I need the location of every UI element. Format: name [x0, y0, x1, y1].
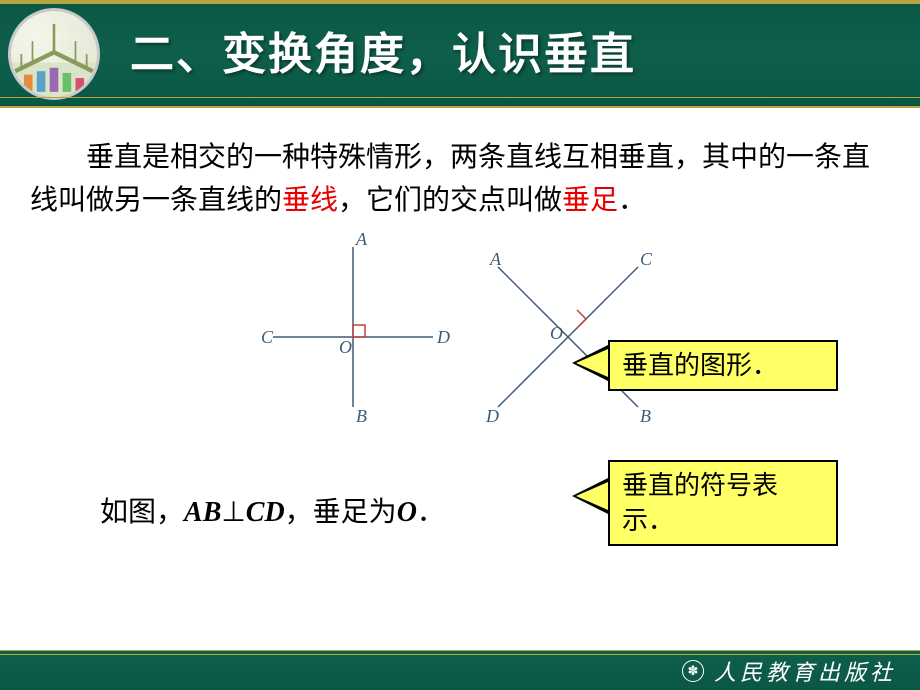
term-foot: 垂足: [562, 185, 618, 216]
label-D2: D: [485, 406, 499, 426]
publisher-name: 人民教育出版社: [714, 655, 896, 687]
diagrams-row: A B C D O A B C D O: [30, 227, 890, 427]
formula-mid: ，垂足为: [285, 497, 397, 528]
term-perpendicular-line: 垂线: [282, 185, 338, 216]
callout-2-arrow-icon: [572, 478, 608, 514]
slide-title: 二、变换角度，认识垂直: [130, 18, 636, 82]
formula-CD: CD: [246, 497, 285, 528]
formula-suffix: ．: [417, 497, 445, 528]
label-B2: B: [640, 406, 651, 426]
label-B: B: [356, 406, 367, 426]
label-C2: C: [640, 249, 653, 269]
callout-figure: 垂直的图形．: [608, 340, 838, 391]
label-C: C: [261, 327, 274, 347]
diagram-perpendicular-cross: A B C D O: [253, 227, 453, 427]
logo-wrap: [0, 0, 108, 108]
logo-icon: [8, 8, 100, 100]
slide-footer: ✽ 人民教育出版社: [0, 650, 920, 690]
formula-AB: AB: [184, 497, 221, 528]
label-A2: A: [489, 249, 502, 269]
definition-paragraph: 垂直是相交的一种特殊情形，两条直线互相垂直，其中的一条直线叫做另一条直线的垂线，…: [30, 136, 890, 223]
para-text-3: ．: [618, 185, 646, 216]
label-O2: O: [550, 323, 563, 343]
callout-notation: 垂直的符号表示．: [608, 460, 838, 546]
publisher-logo-icon: ✽: [682, 660, 704, 682]
slide-header: 二、变换角度，认识垂直: [0, 0, 920, 108]
formula-O: O: [397, 497, 417, 528]
para-text-2: ，它们的交点叫做: [338, 185, 562, 216]
formula-line: 如图，AB⊥CD，垂足为O．: [100, 490, 445, 530]
perpendicular-symbol-icon: ⊥: [221, 497, 245, 528]
label-A: A: [355, 229, 368, 249]
label-O: O: [339, 337, 352, 357]
callout-1-arrow-icon: [572, 345, 608, 381]
label-D: D: [436, 327, 450, 347]
diagram-perpendicular-x: A B C D O: [468, 227, 668, 427]
formula-prefix: 如图，: [100, 497, 184, 528]
